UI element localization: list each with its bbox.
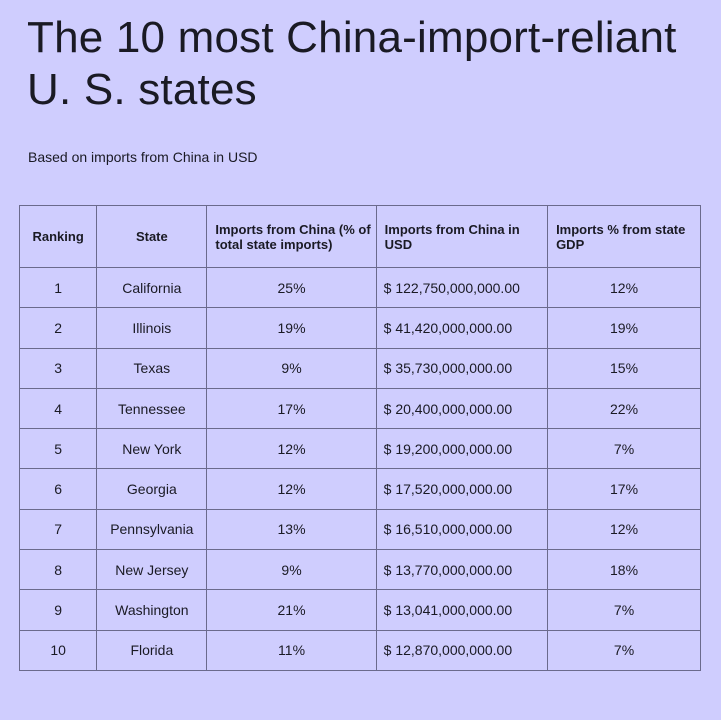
cell-state: Pennsylvania	[96, 508, 208, 551]
cell-state: New Jersey	[96, 549, 208, 591]
page-title: The 10 most China-import-reliant U. S. s…	[27, 13, 677, 114]
column-header-ranking: Ranking	[18, 205, 98, 268]
cell-ranking: 6	[18, 468, 98, 510]
table-row: 8 New Jersey 9% $ 13,770,000,000.00 18%	[18, 549, 701, 591]
cell-usd: $ 122,750,000,000.00	[375, 266, 549, 309]
subtitle: Based on imports from China in USD	[28, 149, 258, 165]
cell-ranking: 5	[18, 428, 98, 470]
cell-state: New York	[96, 428, 208, 470]
cell-ranking: 7	[18, 508, 98, 551]
cell-ranking: 4	[18, 387, 98, 430]
cell-ranking: 9	[18, 589, 98, 631]
cell-state: Tennessee	[96, 387, 208, 430]
cell-pct-gdp: 12%	[547, 508, 701, 551]
cell-usd: $ 20,400,000,000.00	[375, 387, 549, 430]
table-row: 9 Washington 21% $ 13,041,000,000.00 7%	[18, 589, 701, 631]
cell-ranking: 10	[18, 629, 98, 671]
cell-pct-imports: 9%	[206, 549, 377, 591]
cell-state: Texas	[96, 347, 208, 389]
cell-pct-gdp: 17%	[547, 468, 701, 510]
table-body: 1 California 25% $ 122,750,000,000.00 12% 2 Il…	[18, 266, 701, 671]
cell-pct-imports: 13%	[206, 508, 377, 551]
table-row: 6 Georgia 12% $ 17,520,000,000.00 17%	[18, 468, 701, 510]
cell-state: Washington	[96, 589, 208, 631]
cell-pct-imports: 19%	[206, 307, 377, 349]
cell-usd: $ 41,420,000,000.00	[375, 307, 549, 349]
cell-usd: $ 16,510,000,000.00	[375, 508, 549, 551]
cell-pct-imports: 12%	[206, 468, 377, 510]
cell-usd: $ 13,041,000,000.00	[375, 589, 549, 631]
cell-usd: $ 17,520,000,000.00	[375, 468, 549, 510]
column-header-pct-imports: Imports from China (% of total state imp…	[206, 205, 377, 268]
cell-pct-imports: 9%	[206, 347, 377, 389]
cell-ranking: 1	[18, 266, 98, 309]
cell-ranking: 2	[18, 307, 98, 349]
cell-pct-gdp: 7%	[547, 428, 701, 470]
cell-usd: $ 12,870,000,000.00	[375, 629, 549, 671]
column-header-usd: Imports from China in USD	[375, 205, 549, 268]
cell-pct-gdp: 18%	[547, 549, 701, 591]
cell-state: California	[96, 266, 208, 309]
imports-table: Ranking State Imports from China (% of tot…	[18, 205, 701, 671]
cell-pct-imports: 17%	[206, 387, 377, 430]
cell-pct-gdp: 7%	[547, 589, 701, 631]
column-header-pct-gdp: Imports % from state GDP	[547, 205, 701, 268]
cell-usd: $ 35,730,000,000.00	[375, 347, 549, 389]
table-row: 2 Illinois 19% $ 41,420,000,000.00 19%	[18, 307, 701, 349]
header-row: Ranking State Imports from China (% of tot…	[18, 205, 701, 268]
cell-pct-imports: 25%	[206, 266, 377, 309]
cell-pct-imports: 12%	[206, 428, 377, 470]
table-row: 1 California 25% $ 122,750,000,000.00 12%	[18, 266, 701, 309]
table-row: 5 New York 12% $ 19,200,000,000.00 7%	[18, 428, 701, 470]
cell-pct-gdp: 22%	[547, 387, 701, 430]
cell-pct-gdp: 15%	[547, 347, 701, 389]
cell-ranking: 8	[18, 549, 98, 591]
cell-pct-gdp: 7%	[547, 629, 701, 671]
cell-pct-gdp: 19%	[547, 307, 701, 349]
cell-pct-gdp: 12%	[547, 266, 701, 309]
cell-state: Georgia	[96, 468, 208, 510]
cell-state: Florida	[96, 629, 208, 671]
column-header-state: State	[96, 205, 208, 268]
table-row: 4 Tennessee 17% $ 20,400,000,000.00 22%	[18, 387, 701, 430]
cell-state: Illinois	[96, 307, 208, 349]
cell-pct-imports: 21%	[206, 589, 377, 631]
table-row: 7 Pennsylvania 13% $ 16,510,000,000.00 12%	[18, 508, 701, 551]
cell-pct-imports: 11%	[206, 629, 377, 671]
cell-usd: $ 13,770,000,000.00	[375, 549, 549, 591]
cell-ranking: 3	[18, 347, 98, 389]
cell-usd: $ 19,200,000,000.00	[375, 428, 549, 470]
table-row: 10 Florida 11% $ 12,870,000,000.00 7%	[18, 629, 701, 671]
table-row: 3 Texas 9% $ 35,730,000,000.00 15%	[18, 347, 701, 389]
